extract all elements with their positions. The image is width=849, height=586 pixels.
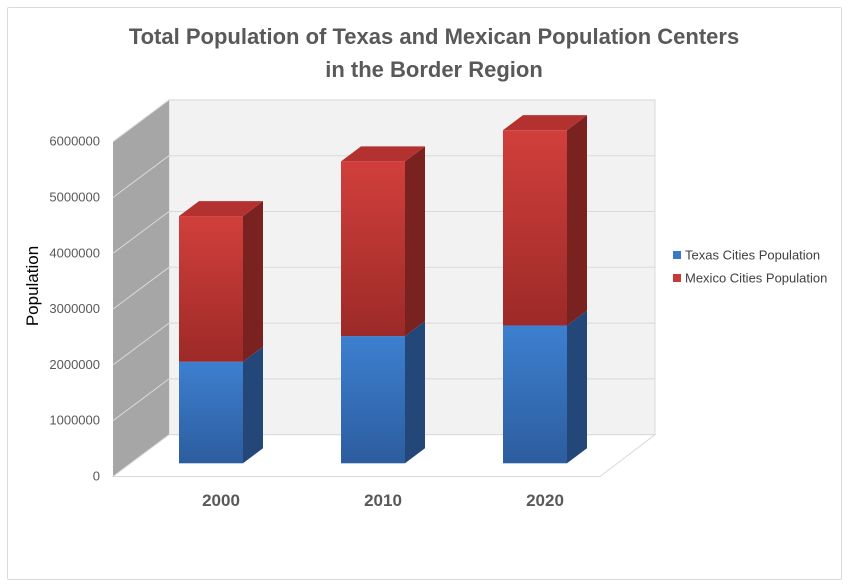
bar-top-2000: [179, 201, 263, 217]
side-gridline: [112, 322, 170, 366]
bar-mexico-2000: [179, 216, 243, 362]
y-tick-label: 5000000: [49, 190, 100, 205]
bar-side-texas-2020: [567, 310, 587, 464]
bar-side-texas-2010: [405, 321, 425, 464]
y-tick-label: 4000000: [49, 245, 100, 260]
legend-label: Mexico Cities Population: [685, 271, 827, 286]
legend-swatch: [673, 251, 681, 259]
bar-texas-2020: [503, 325, 567, 464]
side-gridline: [112, 211, 170, 254]
chart-title-line-1: Total Population of Texas and Mexican Po…: [129, 24, 739, 49]
legend-swatch: [673, 274, 681, 282]
x-tick-label: 2000: [202, 491, 240, 510]
bar-mexico-2010: [341, 161, 405, 337]
chart-title-line-2: in the Border Region: [325, 57, 543, 82]
x-tick-label: 2020: [526, 491, 564, 510]
y-axis-label: Population: [23, 246, 42, 326]
bar-side-texas-2000: [243, 346, 263, 464]
side-gridline: [112, 378, 170, 422]
bar-mexico-2020: [503, 130, 567, 326]
bar-side-mexico-2000: [243, 201, 263, 362]
bar-texas-2010: [341, 336, 405, 464]
y-tick-label: 3000000: [49, 301, 100, 316]
side-gridline: [112, 99, 170, 143]
bar-side-mexico-2010: [405, 146, 425, 337]
y-tick-label: 0: [93, 469, 100, 484]
bar-side-mexico-2020: [567, 115, 587, 326]
bar-texas-2000: [179, 361, 243, 464]
legend-label: Texas Cities Population: [685, 248, 820, 263]
side-gridline: [112, 266, 170, 310]
side-gridline: [112, 155, 170, 198]
y-tick-label: 1000000: [49, 413, 100, 428]
y-tick-label: 6000000: [49, 134, 100, 149]
y-tick-label: 2000000: [49, 357, 100, 372]
bar-top-2010: [341, 146, 425, 162]
x-tick-label: 2010: [364, 491, 402, 510]
chart-frame: [7, 7, 842, 580]
bar-top-2020: [503, 115, 587, 131]
